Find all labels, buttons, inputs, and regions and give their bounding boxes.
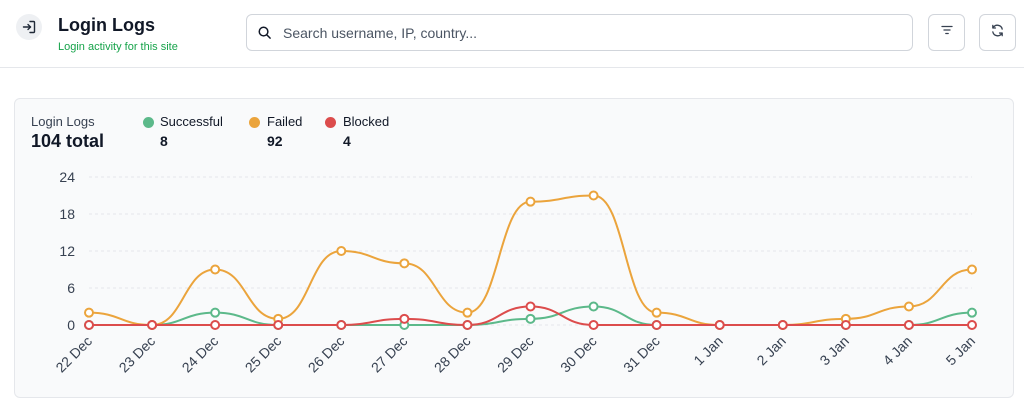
- x-tick-label: 3 Jan: [816, 333, 852, 369]
- data-point-blocked: [588, 320, 599, 330]
- page-header: Login Logs Login activity for this site: [0, 0, 1024, 68]
- data-point-blocked: [462, 320, 473, 330]
- x-tick-label: 28 Dec: [431, 333, 474, 376]
- page-subtitle: Login activity for this site: [58, 41, 178, 53]
- data-point-failed: [967, 264, 977, 275]
- filter-icon: [940, 23, 954, 42]
- successful-legend-label: Successful: [160, 114, 223, 129]
- data-point-blocked: [210, 320, 221, 330]
- failed-legend-dot: [249, 117, 260, 128]
- y-tick-label: 18: [59, 206, 75, 222]
- x-tick-label: 2 Jan: [753, 333, 789, 369]
- data-point-failed: [210, 264, 221, 275]
- refresh-button[interactable]: [979, 14, 1016, 51]
- search-box[interactable]: [246, 14, 913, 51]
- successful-legend-dot: [143, 117, 154, 128]
- data-point-blocked: [147, 320, 158, 330]
- blocked-count: 4: [343, 133, 351, 149]
- data-point-failed: [336, 246, 347, 256]
- data-point-successful: [210, 307, 221, 318]
- login-logs-card: Login Logs 104 total Successful 8 Failed…: [14, 98, 1014, 398]
- page-title: Login Logs: [58, 15, 155, 35]
- data-point-failed: [651, 307, 662, 318]
- filter-button[interactable]: [928, 14, 965, 51]
- data-point-blocked: [399, 313, 410, 324]
- data-point-successful: [588, 301, 599, 312]
- y-tick-label: 24: [59, 169, 75, 185]
- x-tick-label: 5 Jan: [943, 333, 979, 369]
- y-tick-label: 12: [59, 243, 75, 259]
- x-tick-label: 24 Dec: [179, 333, 222, 376]
- data-point-blocked: [84, 320, 94, 330]
- blocked-legend-label: Blocked: [343, 114, 390, 129]
- login-icon: [16, 14, 42, 40]
- x-tick-label: 30 Dec: [557, 333, 600, 376]
- card-label: Login Logs: [31, 114, 95, 129]
- data-point-blocked: [903, 320, 914, 330]
- y-tick-label: 6: [67, 280, 75, 296]
- y-tick-label: 0: [67, 317, 75, 333]
- successful-count: 8: [160, 133, 168, 149]
- data-point-blocked: [651, 320, 662, 330]
- data-point-failed: [462, 307, 473, 318]
- data-point-failed: [588, 190, 599, 201]
- x-tick-label: 29 Dec: [494, 333, 537, 376]
- x-tick-label: 4 Jan: [880, 333, 916, 369]
- data-point-successful: [525, 313, 536, 324]
- data-point-failed: [399, 258, 410, 269]
- login-activity-chart: 0 6 12 18 24 22 Dec 23 Dec 24 Dec 25 Dec 26 Dec 27…: [52, 169, 979, 376]
- data-point-blocked: [336, 320, 347, 330]
- data-point-failed: [903, 301, 914, 312]
- failed-count: 92: [267, 133, 283, 149]
- data-point-blocked: [777, 320, 788, 330]
- x-tick-label: 27 Dec: [368, 333, 411, 376]
- data-point-failed: [525, 196, 536, 207]
- refresh-icon: [990, 23, 1005, 43]
- data-point-blocked: [273, 320, 284, 330]
- x-tick-label: 26 Dec: [305, 333, 348, 376]
- data-point-blocked: [714, 320, 725, 330]
- data-point-blocked: [967, 320, 977, 330]
- blocked-legend-dot: [325, 117, 336, 128]
- x-tick-label: 1 Jan: [690, 333, 726, 369]
- x-tick-label: 23 Dec: [116, 333, 159, 376]
- series-line-failed: [88, 194, 973, 327]
- data-point-failed: [84, 307, 94, 318]
- total-count: 104 total: [31, 131, 105, 151]
- data-point-blocked: [525, 301, 536, 312]
- failed-legend-label: Failed: [267, 114, 303, 129]
- x-tick-label: 25 Dec: [242, 333, 285, 376]
- search-icon: [257, 25, 272, 45]
- data-point-blocked: [840, 320, 851, 330]
- x-tick-label: 31 Dec: [620, 333, 663, 376]
- search-input[interactable]: [283, 15, 903, 50]
- x-tick-label: 22 Dec: [52, 333, 95, 376]
- data-point-successful: [967, 307, 977, 318]
